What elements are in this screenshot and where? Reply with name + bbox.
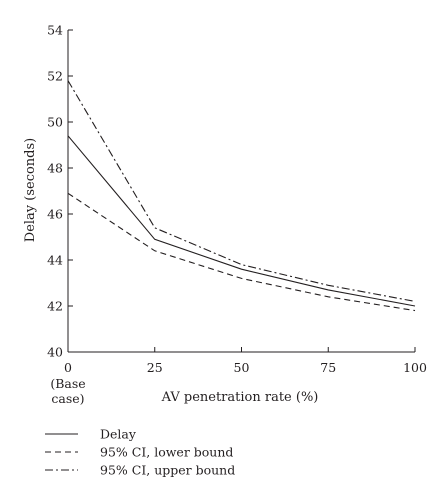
series-lines: [67, 80, 416, 312]
axis-labels: AV penetration rate (%) Delay (seconds) …: [23, 23, 427, 407]
y-tick-label: 42: [47, 299, 63, 314]
y-tick-label: 40: [47, 345, 63, 360]
x-tick-label: 0: [64, 360, 72, 375]
x-axis-label: AV penetration rate (%): [161, 390, 319, 405]
legend-label-1: Delay: [100, 427, 137, 442]
y-tick-label: 50: [47, 115, 63, 130]
y-tick-label: 44: [47, 253, 63, 268]
y-tick-label: 54: [47, 23, 63, 38]
x-tick-label: 100: [403, 360, 427, 375]
x-tick-label: 25: [147, 360, 163, 375]
y-tick-label: 52: [47, 69, 63, 84]
x-tick-sublabel: (Base: [50, 376, 85, 391]
x-tick-label: 75: [320, 360, 336, 375]
series-line-2: [67, 192, 416, 312]
series-line-3: [67, 80, 416, 302]
x-tick-sublabel: case): [51, 391, 84, 406]
y-axis-label: Delay (seconds): [23, 138, 38, 242]
tick-marks: [67, 29, 416, 353]
legend-label-3: 95% CI, upper bound: [100, 463, 235, 478]
legend: Delay 95% CI, lower bound 95% CI, upper bo…: [45, 427, 235, 478]
y-tick-label: 46: [47, 207, 63, 222]
legend-label-2: 95% CI, lower bound: [100, 445, 233, 460]
series-line-1: [67, 135, 416, 307]
axes: [67, 30, 415, 353]
x-tick-label: 50: [234, 360, 250, 375]
y-tick-label: 48: [47, 161, 63, 176]
